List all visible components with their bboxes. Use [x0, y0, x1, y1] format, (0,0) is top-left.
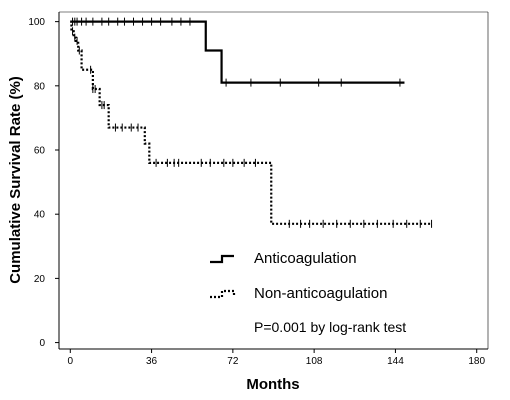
x-tick-label: 144 [387, 356, 404, 367]
survival-curve-non-anticoagulation [70, 20, 432, 225]
y-tick-label: 20 [34, 274, 46, 285]
x-tick-label: 180 [468, 356, 485, 367]
y-axis-title: Cumulative Survival Rate (%) [7, 76, 24, 284]
y-tick-label: 100 [28, 17, 45, 28]
log-rank-annotation: P=0.001 by log-rank test [254, 319, 406, 335]
x-axis-title: Months [246, 376, 299, 393]
legend-label-non-anticoagulation: Non-anticoagulation [254, 285, 387, 302]
legend-label-anticoagulation: Anticoagulation [254, 250, 357, 267]
legend-symbol-non-anticoagulation [210, 289, 236, 299]
y-tick-label: 60 [34, 146, 46, 157]
axis-ticks: 0 36 72 108 144 180 0 20 40 60 80 100 [28, 17, 485, 367]
legend-symbol-anticoagulation [210, 254, 234, 264]
x-tick-label: 72 [227, 356, 239, 367]
x-tick-label: 0 [68, 356, 74, 367]
y-tick-label: 40 [34, 210, 46, 221]
series-layer [70, 17, 433, 228]
y-tick-label: 80 [34, 81, 46, 92]
x-tick-label: 108 [306, 356, 323, 367]
y-tick-label: 0 [39, 338, 45, 349]
x-tick-label: 36 [146, 356, 158, 367]
survival-curve-anticoagulation [70, 20, 405, 84]
legend: Anticoagulation Non-anticoagulation [210, 250, 387, 302]
